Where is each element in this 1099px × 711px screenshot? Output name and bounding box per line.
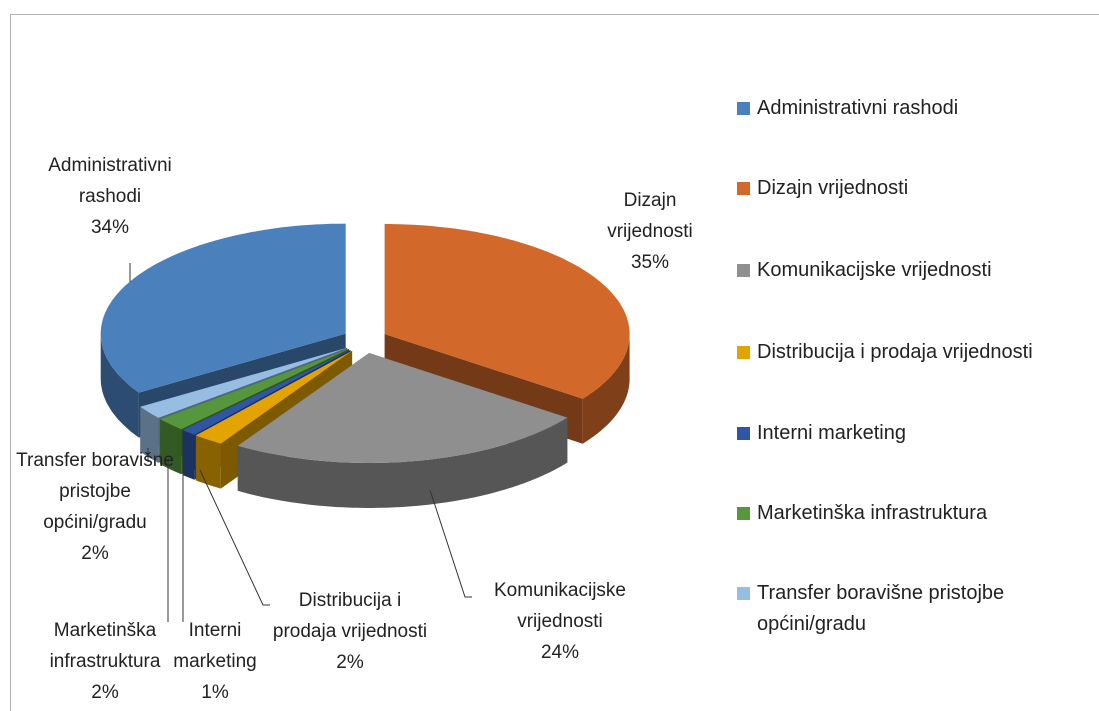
legend-item: Administrativni rashodi — [737, 93, 1092, 124]
legend-swatch — [737, 427, 750, 440]
slice-wall — [140, 406, 159, 463]
data-label-value: 34% — [90, 217, 130, 238]
slice-wall — [160, 419, 182, 475]
legend-label: Administrativni rashodi — [757, 97, 959, 119]
data-label: Komunikacijske vrijednosti 24% — [460, 575, 660, 668]
legend-item: Distribucija i prodaja vrijednosti — [737, 337, 1092, 368]
slice-wall — [182, 430, 195, 480]
legend-swatch — [737, 182, 750, 195]
slice — [237, 353, 568, 463]
data-label: Dizajn vrijednosti 35% — [585, 185, 715, 278]
data-label: Transfer boravišne pristojbe općini/grad… — [15, 445, 175, 569]
slice-side — [195, 350, 353, 481]
data-label-value: 2% — [91, 682, 119, 703]
legend-label: Dizajn vrijednosti — [757, 177, 909, 199]
leader-line — [199, 469, 270, 606]
legend-item: Komunikacijske vrijednosti — [737, 255, 1092, 286]
data-label-value: 35% — [630, 252, 670, 273]
slice-wall — [100, 333, 139, 438]
frame — [10, 14, 1099, 711]
data-label-name: Interni marketing — [173, 620, 257, 672]
slice — [384, 224, 630, 399]
leader-line — [429, 489, 472, 598]
data-label-name: Komunikacijske vrijednosti — [494, 580, 626, 632]
legend-label: Marketinška infrastruktura — [757, 502, 988, 524]
data-label: Marketinška infrastruktura 2% — [25, 615, 185, 708]
legend-item: Dizajn vrijednosti — [737, 173, 1092, 204]
slice — [160, 349, 349, 430]
legend-item: Interni marketing — [737, 418, 1092, 449]
data-label-name: Marketinška infrastruktura — [49, 620, 161, 672]
legend-swatch — [737, 102, 750, 115]
data-label: Administrativni rashodi 34% — [20, 150, 200, 243]
data-label-name: Distribucija i prodaja vrijednosti — [272, 590, 428, 642]
slice-wall — [237, 417, 568, 508]
data-label-value: 1% — [201, 682, 229, 703]
data-label: Distribucija i prodaja vrijednosti 2% — [270, 585, 430, 678]
legend-label: Transfer boravišne pristojbe općini/grad… — [757, 582, 1005, 635]
slice — [100, 223, 346, 393]
data-label-name: Administrativni rashodi — [48, 155, 172, 207]
slice — [195, 350, 353, 444]
slice-wall — [195, 435, 221, 489]
data-label-value: 2% — [336, 652, 364, 673]
legend-swatch — [737, 507, 750, 520]
legend-swatch — [737, 264, 750, 277]
legend-swatch — [737, 346, 750, 359]
legend-swatch — [737, 587, 750, 600]
data-label-name: Transfer boravišne pristojbe općini/grad… — [16, 450, 174, 533]
legend-label: Interni marketing — [757, 422, 906, 444]
data-label-name: Dizajn vrijednosti — [607, 190, 693, 242]
legend-item: Marketinška infrastruktura — [737, 498, 1092, 529]
data-label: Interni marketing 1% — [160, 615, 270, 708]
data-label-value: 24% — [540, 642, 580, 663]
legend-label: Distribucija i prodaja vrijednosti — [757, 341, 1033, 363]
slice-wall — [582, 334, 630, 444]
legend-item: Transfer boravišne pristojbe općini/grad… — [737, 578, 1092, 640]
slice — [182, 349, 351, 435]
legend-label: Komunikacijske vrijednosti — [757, 259, 992, 281]
data-label-value: 2% — [81, 543, 109, 564]
slice — [140, 347, 348, 418]
